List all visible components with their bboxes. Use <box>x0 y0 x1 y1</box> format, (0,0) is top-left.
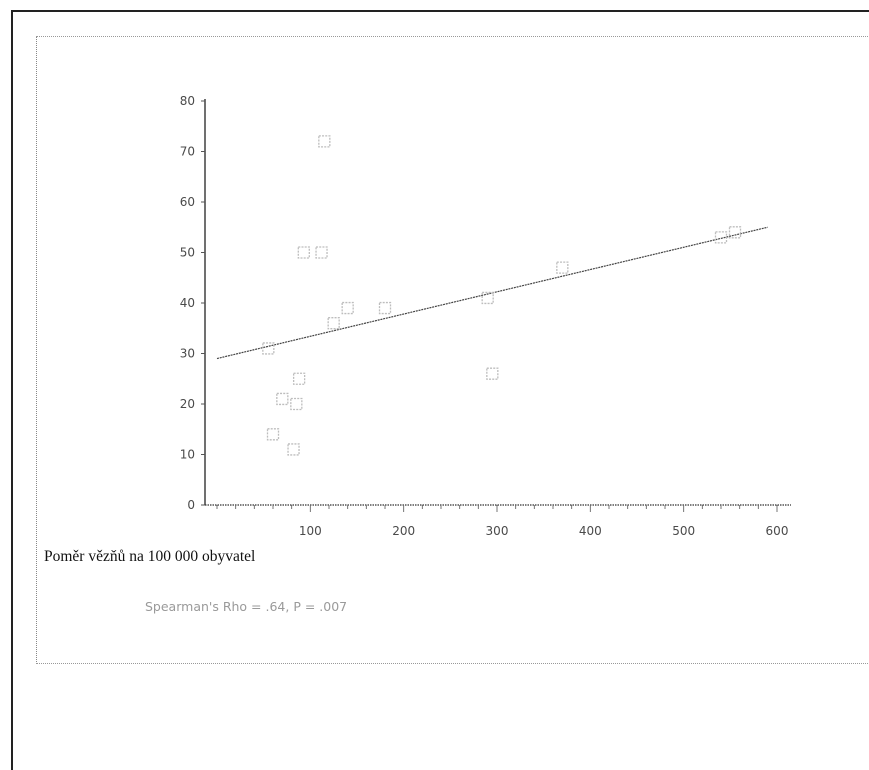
data-point <box>318 135 331 148</box>
data-point <box>276 392 289 406</box>
data-point <box>728 226 742 239</box>
data-point <box>714 231 728 244</box>
data-point <box>341 301 354 315</box>
page-frame <box>11 10 869 770</box>
y-tick-label: 50 <box>180 246 195 260</box>
y-axis: 0 10 20 30 40 50 60 70 80 <box>180 94 206 512</box>
data-point <box>290 397 303 411</box>
data-point <box>297 246 310 259</box>
scan-frame <box>36 36 869 664</box>
x-tick-label: 400 <box>579 524 602 538</box>
y-tick-label: 10 <box>180 448 195 462</box>
y-tick-label: 20 <box>180 397 195 411</box>
y-tick-label: 70 <box>180 145 195 159</box>
data-point <box>327 317 340 330</box>
data-point <box>292 372 306 385</box>
data-point <box>481 291 494 305</box>
x-tick-label: 200 <box>392 524 415 538</box>
x-tick-label: 500 <box>672 524 695 538</box>
y-tick-label: 80 <box>180 94 195 108</box>
data-points <box>262 135 742 456</box>
x-tick-label: 600 <box>766 524 789 538</box>
y-tick-label: 60 <box>180 195 195 209</box>
data-point <box>378 301 392 315</box>
y-tick-label: 0 <box>187 498 195 512</box>
data-point <box>287 443 300 456</box>
data-point <box>266 428 280 441</box>
data-point <box>315 246 328 259</box>
y-tick-label: 30 <box>180 347 195 361</box>
scatter-chart: 0 10 20 30 40 50 60 70 80 100 200 300 400 500 600 <box>180 94 791 538</box>
x-axis-label: Poměr vězňů na 100 000 obyvatel <box>44 548 256 565</box>
x-tick-label: 300 <box>486 524 509 538</box>
spearman-annotation: Spearman's Rho = .64, P = .007 <box>145 599 348 614</box>
y-tick-label: 40 <box>180 296 195 310</box>
data-point <box>486 367 499 380</box>
data-point <box>556 261 569 274</box>
x-tick-label: 100 <box>299 524 322 538</box>
x-axis: 100 200 300 400 500 600 <box>205 504 791 538</box>
data-point <box>262 342 275 355</box>
